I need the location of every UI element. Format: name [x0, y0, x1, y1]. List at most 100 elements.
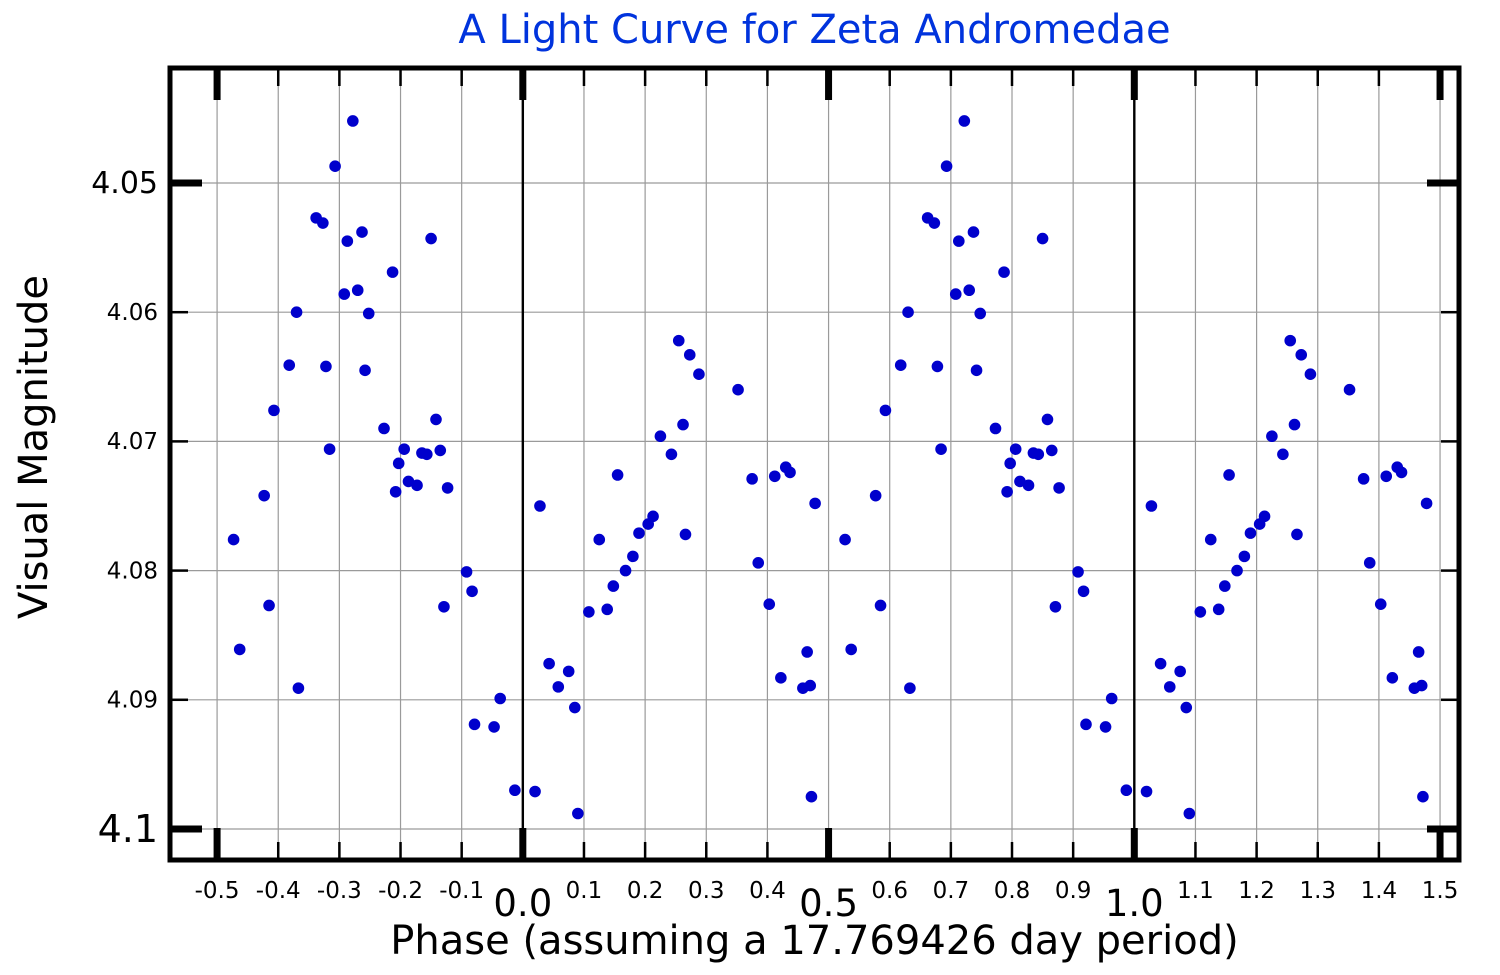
data-point [693, 368, 705, 381]
data-point [931, 360, 944, 373]
data-point [904, 682, 916, 694]
data-point [460, 566, 473, 578]
data-point [601, 603, 614, 616]
data-point [1145, 500, 1158, 512]
data-point [425, 232, 437, 245]
data-point [1412, 646, 1425, 658]
data-point [593, 533, 606, 546]
data-point [1420, 497, 1433, 510]
data-point [1032, 448, 1045, 461]
data-point [928, 217, 941, 229]
data-point [359, 364, 371, 377]
x-tick-label: -0.5 [195, 878, 240, 904]
x-tick-label: -0.3 [317, 878, 362, 904]
data-point [974, 307, 987, 320]
data-point [534, 500, 546, 512]
data-point [869, 489, 882, 502]
x-tick-label: 1.1 [1177, 878, 1214, 904]
data-point [665, 448, 678, 461]
data-point [258, 489, 270, 502]
x-tick-label: 1.3 [1299, 878, 1336, 904]
data-point [1266, 430, 1278, 443]
data-point [953, 235, 965, 247]
data-point [845, 643, 857, 656]
data-point [672, 334, 685, 347]
x-tick-label: 1.5 [1422, 878, 1459, 904]
data-point [283, 359, 296, 371]
data-point [430, 413, 442, 426]
y-axis-label: Visual Magnitude [11, 274, 57, 620]
x-tick-label: -0.4 [256, 878, 301, 904]
data-point [633, 527, 645, 539]
data-point [351, 284, 364, 297]
data-point [967, 226, 980, 238]
data-point [1105, 692, 1118, 705]
data-point [902, 306, 914, 318]
x-tick-label: 0.7 [933, 878, 970, 904]
x-tick-label: -0.1 [439, 878, 484, 904]
data-point [1053, 482, 1065, 494]
data-point [1183, 807, 1196, 820]
data-point [362, 307, 375, 320]
data-point [627, 550, 639, 563]
data-point [227, 533, 240, 546]
data-point [746, 473, 758, 485]
data-point [679, 528, 692, 541]
x-tick-label: 1.2 [1238, 878, 1275, 904]
data-point [1174, 665, 1186, 678]
data-point [801, 646, 813, 658]
data-point [468, 718, 481, 731]
data-point [752, 557, 765, 569]
data-point [233, 643, 246, 656]
data-point [1212, 603, 1225, 616]
data-point [1219, 580, 1231, 592]
data-point [1357, 473, 1370, 485]
x-tick-label: 0.5 [799, 882, 858, 925]
data-point [874, 599, 887, 612]
data-point [1363, 557, 1376, 569]
data-point [341, 235, 354, 247]
data-point [488, 721, 500, 733]
data-point [1204, 533, 1217, 546]
data-point [894, 359, 907, 371]
data-point [386, 266, 399, 278]
data-point [768, 470, 781, 483]
data-point [1077, 585, 1090, 598]
data-point [529, 785, 541, 798]
data-point [1194, 606, 1207, 618]
data-point [998, 266, 1010, 278]
data-point [329, 160, 341, 172]
data-point [1036, 232, 1049, 245]
data-point [1072, 566, 1084, 578]
data-point [434, 444, 447, 457]
data-point [323, 443, 336, 455]
x-tick-label: 0.6 [871, 878, 908, 904]
data-point [1291, 528, 1303, 541]
y-tick-label: 4.05 [91, 166, 158, 201]
x-tick-label: 0.2 [627, 878, 664, 904]
data-point [398, 443, 410, 455]
data-point [441, 482, 454, 494]
data-point [389, 485, 402, 498]
data-point [552, 681, 565, 693]
data-point [317, 217, 329, 229]
x-tick-label: 0.9 [1055, 878, 1092, 904]
data-point [1163, 681, 1176, 693]
data-point [784, 466, 796, 479]
data-point [392, 457, 405, 470]
data-point [970, 364, 983, 377]
x-tick-label: -0.2 [378, 878, 423, 904]
data-point [1099, 721, 1112, 733]
data-point [839, 533, 851, 546]
data-point [1041, 413, 1054, 426]
data-point [1049, 600, 1062, 613]
data-point [1380, 470, 1393, 483]
data-point [1295, 349, 1308, 361]
data-point [1154, 657, 1167, 670]
data-point [775, 672, 787, 684]
y-tick-label: 4.06 [107, 300, 158, 326]
data-point [963, 284, 976, 297]
x-tick-label: 0.3 [688, 878, 725, 904]
